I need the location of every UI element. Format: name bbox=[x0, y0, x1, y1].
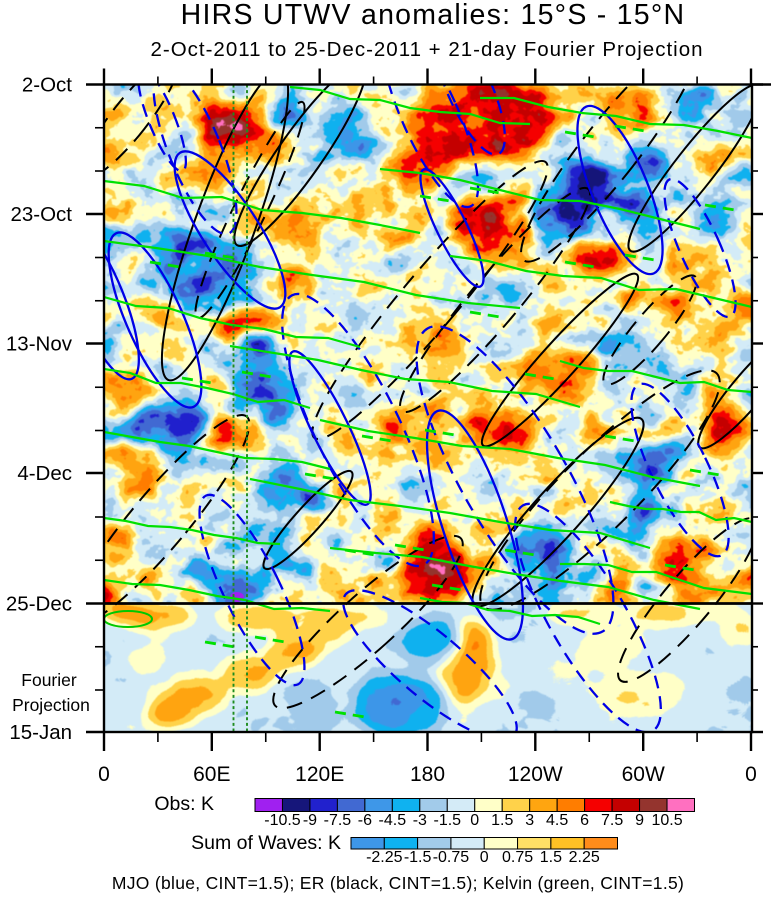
svg-text:-1.5: -1.5 bbox=[404, 849, 432, 866]
svg-text:9: 9 bbox=[635, 812, 644, 829]
svg-text:60E: 60E bbox=[193, 763, 230, 786]
svg-text:4-Dec: 4-Dec bbox=[17, 462, 72, 485]
svg-text:Fourier: Fourier bbox=[21, 670, 77, 690]
svg-text:15-Jan: 15-Jan bbox=[9, 721, 72, 744]
svg-text:3: 3 bbox=[525, 812, 534, 829]
svg-text:2-Oct: 2-Oct bbox=[22, 74, 72, 97]
svg-text:120E: 120E bbox=[295, 763, 344, 786]
svg-text:-6: -6 bbox=[358, 812, 372, 829]
svg-text:25-Dec: 25-Dec bbox=[6, 593, 72, 616]
svg-text:MJO (blue, CINT=1.5); ER (blac: MJO (blue, CINT=1.5); ER (black, CINT=1.… bbox=[112, 873, 684, 893]
svg-text:Projection: Projection bbox=[12, 695, 90, 715]
svg-text:7.5: 7.5 bbox=[601, 812, 623, 829]
svg-text:-0.75: -0.75 bbox=[433, 849, 470, 866]
svg-text:10.5: 10.5 bbox=[651, 812, 682, 829]
svg-text:-10.5: -10.5 bbox=[264, 812, 301, 829]
svg-text:60W: 60W bbox=[622, 763, 665, 786]
svg-text:-7.5: -7.5 bbox=[324, 812, 352, 829]
svg-text:-2.25: -2.25 bbox=[366, 849, 403, 866]
svg-text:-1.5: -1.5 bbox=[433, 812, 461, 829]
svg-text:0: 0 bbox=[480, 849, 489, 866]
svg-text:-3: -3 bbox=[413, 812, 427, 829]
svg-text:23-Oct: 23-Oct bbox=[10, 203, 72, 226]
svg-text:0: 0 bbox=[745, 763, 757, 786]
svg-text:120W: 120W bbox=[508, 763, 563, 786]
svg-text:0: 0 bbox=[98, 763, 110, 786]
svg-text:6: 6 bbox=[580, 812, 589, 829]
svg-text:-4.5: -4.5 bbox=[379, 812, 407, 829]
svg-text:-9: -9 bbox=[303, 812, 317, 829]
svg-text:13-Nov: 13-Nov bbox=[6, 333, 73, 356]
svg-text:HIRS UTWV anomalies: 15°S - 15: HIRS UTWV anomalies: 15°S - 15°N bbox=[181, 0, 686, 31]
svg-text:0.75: 0.75 bbox=[502, 849, 533, 866]
svg-text:2-Oct-2011 to 25-Dec-2011 + 21: 2-Oct-2011 to 25-Dec-2011 + 21-day Fouri… bbox=[150, 38, 703, 61]
svg-text:2.25: 2.25 bbox=[569, 849, 600, 866]
svg-text:4.5: 4.5 bbox=[546, 812, 568, 829]
svg-text:180: 180 bbox=[410, 763, 445, 786]
svg-text:1.5: 1.5 bbox=[540, 849, 562, 866]
svg-text:1.5: 1.5 bbox=[491, 812, 513, 829]
svg-text:Sum of Waves: K: Sum of Waves: K bbox=[191, 832, 341, 854]
svg-text:0: 0 bbox=[470, 812, 479, 829]
svg-text:Obs: K: Obs: K bbox=[154, 793, 214, 815]
